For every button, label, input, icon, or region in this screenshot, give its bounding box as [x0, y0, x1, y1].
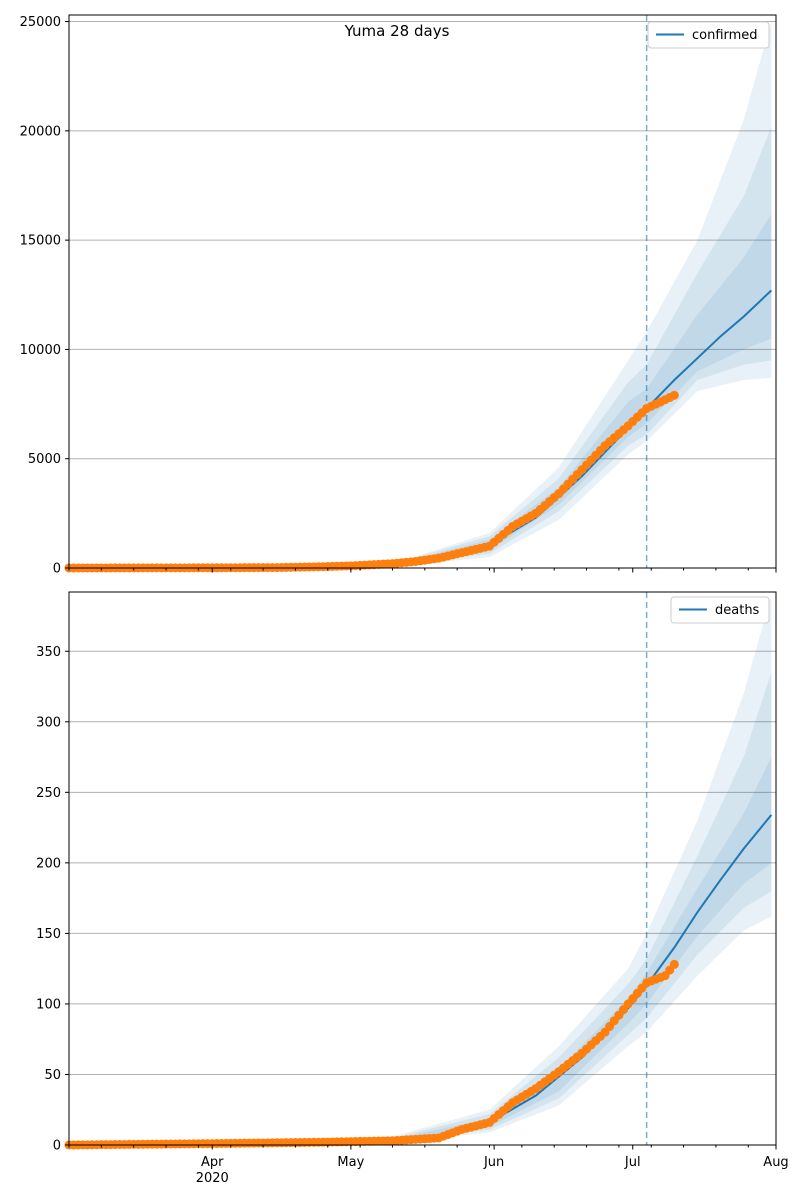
band-inner: [392, 757, 772, 1143]
x-tick-label: May: [337, 1155, 364, 1170]
deaths-y-axis-ticks: 0 50 100 150 200 250 300 350: [36, 645, 69, 1154]
confirmed-uncertainty-bands: [392, 21, 772, 567]
confirmed-panel: 0 5000 10000 15000 20000 25000 Yuma 28 days c…: [20, 14, 777, 577]
y-tick-label: 20000: [20, 124, 61, 139]
observed-point: [669, 390, 679, 400]
confirmed-legend-box: [647, 21, 770, 49]
y-tick-label: 250: [36, 786, 61, 801]
x-tick-label: Jun: [483, 1155, 504, 1170]
x-tick-label: Apr: [201, 1155, 224, 1170]
band-middle: [392, 126, 772, 567]
y-tick-label: 0: [53, 562, 61, 577]
x-tick-label: Aug: [763, 1155, 788, 1170]
confirmed-y-axis-ticks: 0 5000 10000 15000 20000 25000: [20, 15, 69, 577]
deaths-observed-points: [64, 959, 679, 1150]
y-tick-label: 350: [36, 645, 61, 660]
y-tick-label: 10000: [20, 343, 61, 358]
y-tick-label: 5000: [28, 452, 61, 467]
y-tick-label: 15000: [20, 234, 61, 249]
deaths-uncertainty-bands: [392, 594, 772, 1144]
deaths-legend-label: deaths: [715, 603, 760, 618]
deaths-gridlines: [69, 650, 776, 1075]
x-tick-sublabel: 2020: [196, 1171, 229, 1186]
chart-title: Yuma 28 days: [344, 22, 450, 40]
band-outer: [392, 21, 772, 567]
deaths-legend-box: [670, 596, 770, 624]
confirmed-legend-label: confirmed: [692, 28, 758, 43]
confirmed-gridlines: [69, 21, 776, 460]
y-tick-label: 100: [36, 997, 61, 1012]
deaths-plot-frame: [68, 591, 777, 1146]
y-tick-label: 300: [36, 715, 61, 730]
observed-point: [669, 959, 679, 969]
y-tick-label: 200: [36, 856, 61, 871]
y-tick-label: 25000: [20, 15, 61, 30]
confirmed-legend: confirmed: [647, 21, 770, 49]
y-tick-label: 50: [44, 1068, 61, 1083]
y-tick-label: 0: [53, 1139, 61, 1154]
band-middle: [392, 672, 772, 1143]
y-tick-label: 150: [36, 927, 61, 942]
band-outer: [392, 594, 772, 1144]
deaths-legend: deaths: [670, 596, 770, 624]
x-tick-label: Jul: [624, 1155, 641, 1170]
confirmed-plot-frame: [68, 14, 777, 569]
